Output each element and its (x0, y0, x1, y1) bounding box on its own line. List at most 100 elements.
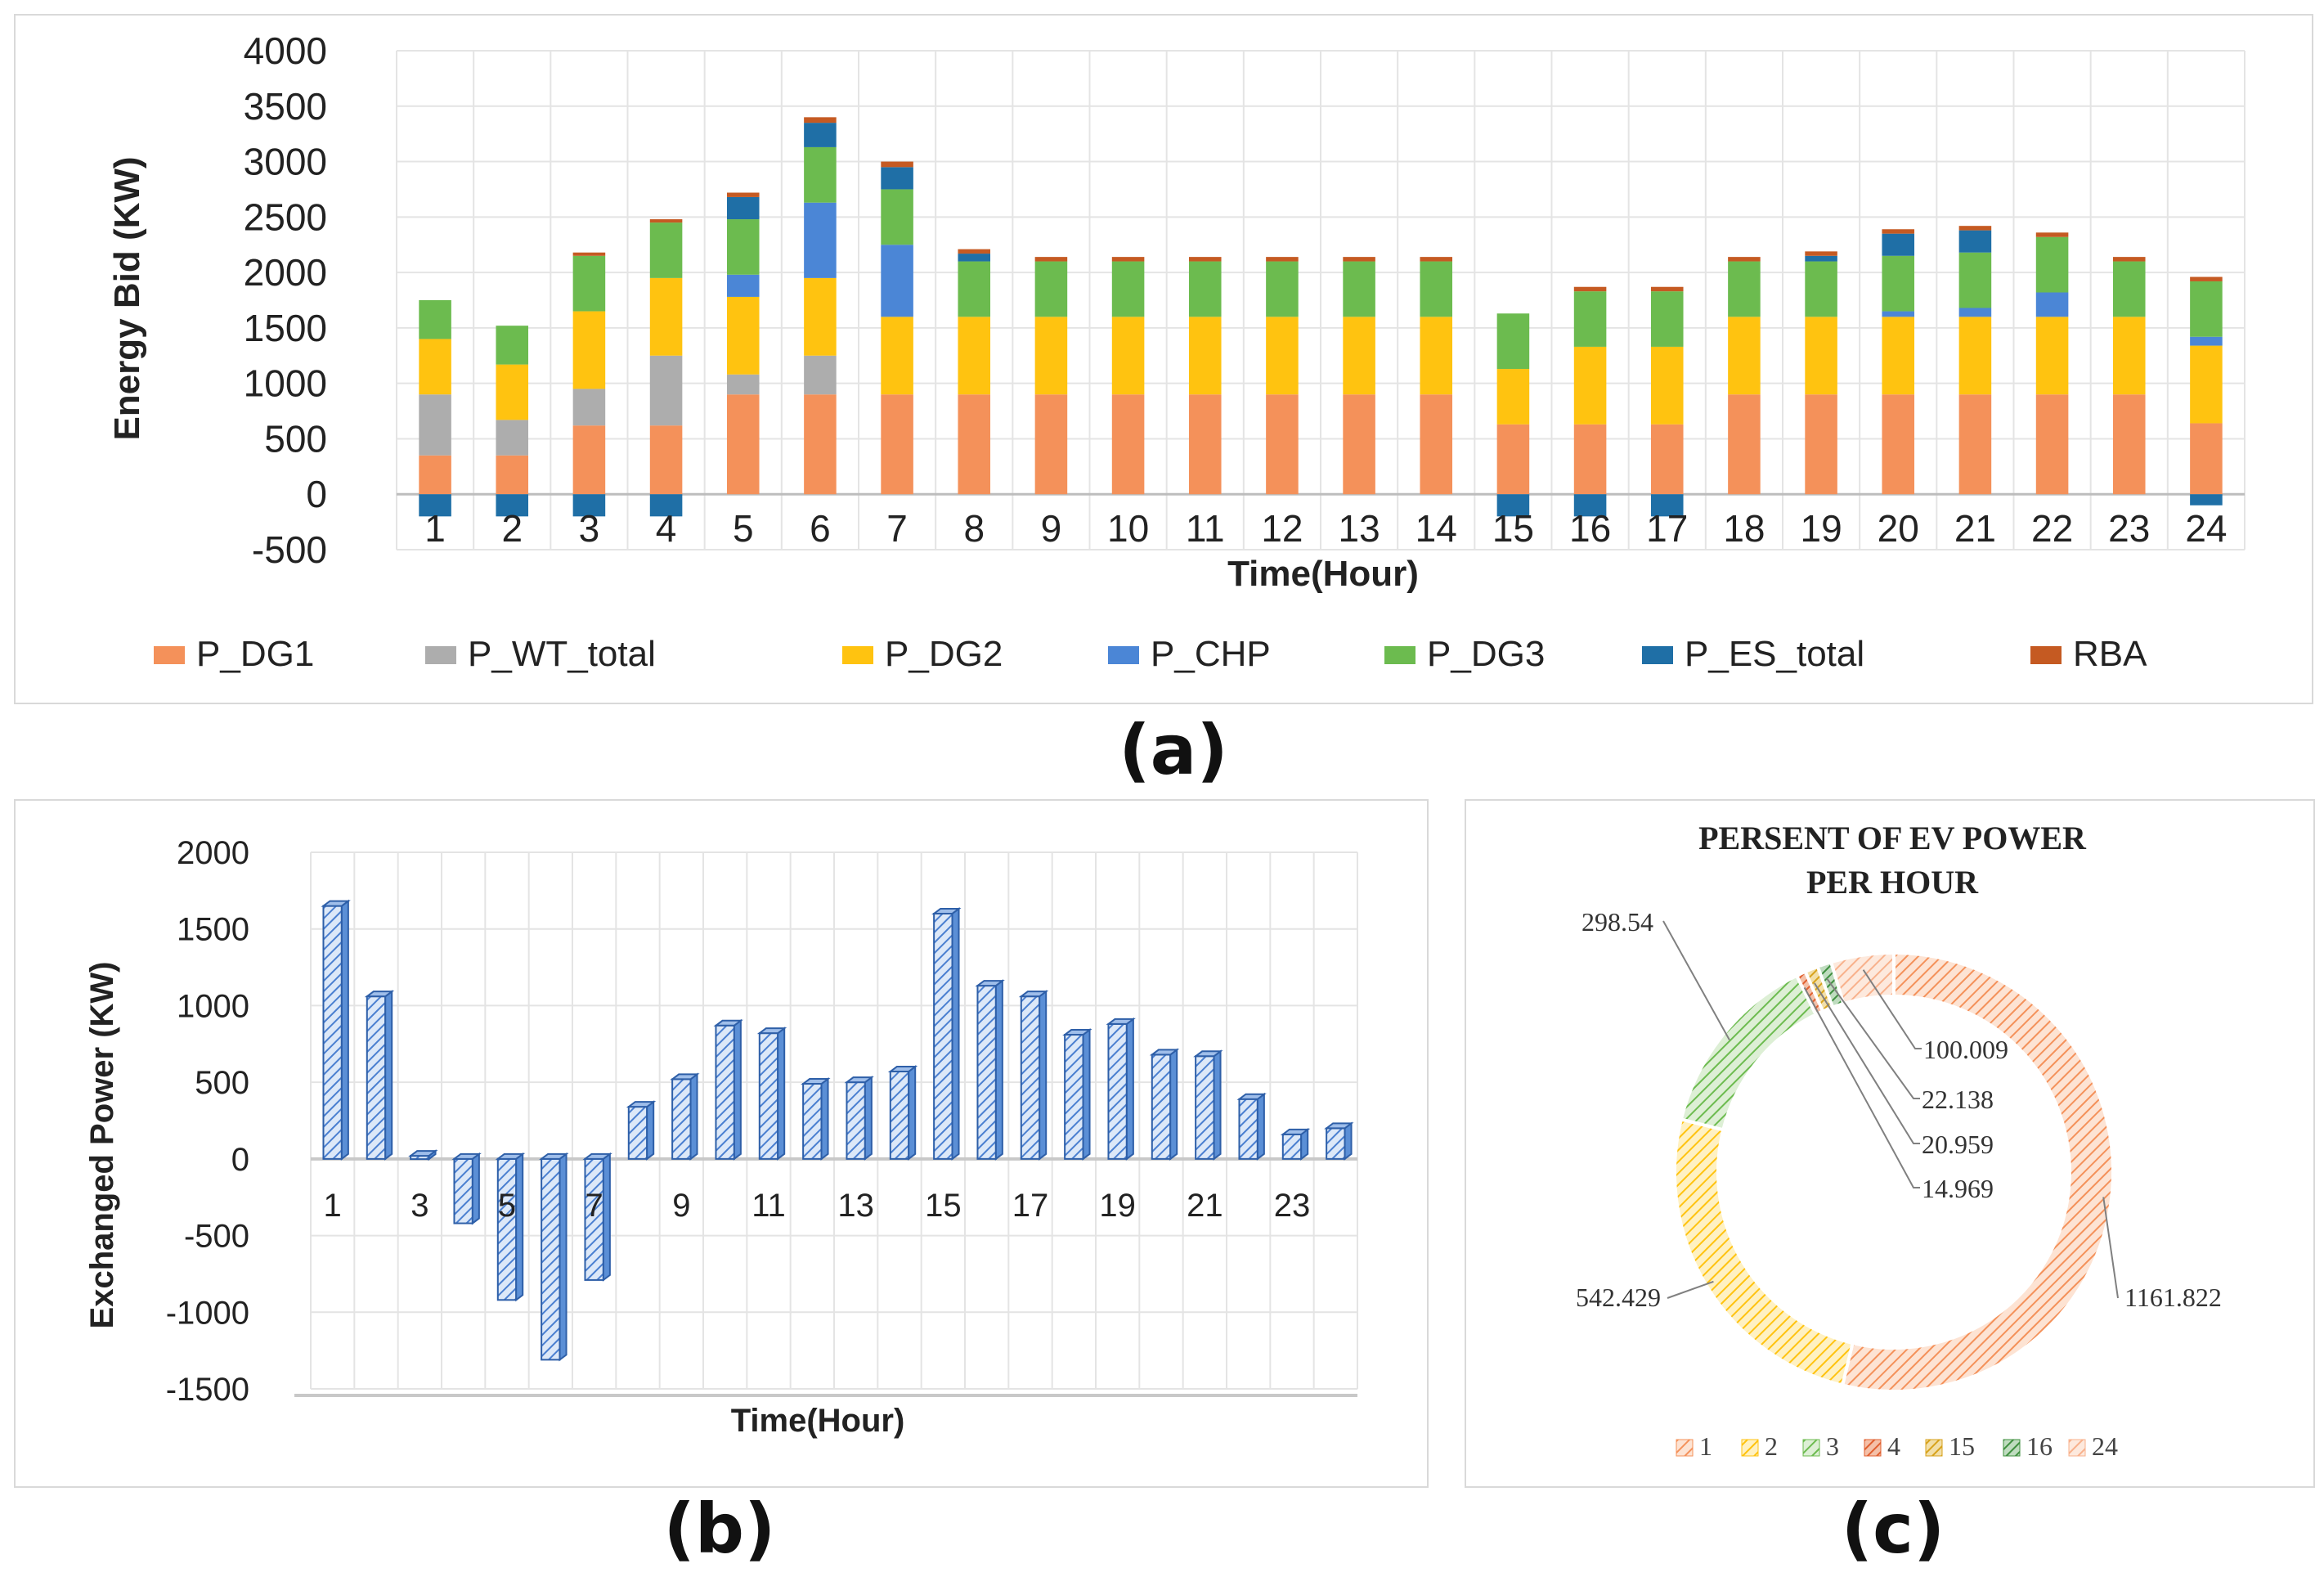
bar-side (384, 990, 393, 1161)
bar-face (889, 1071, 910, 1160)
bar-segment-p-es-total-hour-21 (1958, 230, 1992, 253)
bar-segment-p-dg1-hour-1 (419, 455, 451, 495)
chart-a-bars (419, 117, 2223, 517)
legend-swatch (2003, 1439, 2021, 1457)
exchange-bar-hour-19 (1106, 1017, 1136, 1161)
bar-segment-p-dg1-hour-4 (649, 425, 683, 495)
chart-a-x-tick-label: 5 (733, 507, 754, 550)
chart-a-y-tick-label: 1500 (244, 307, 327, 349)
bar-side (340, 899, 349, 1161)
bar-face (802, 1083, 823, 1160)
exchange-bar-hour-10 (713, 1018, 743, 1161)
bar-face (1151, 1054, 1172, 1160)
bar-face (541, 1157, 561, 1361)
exchange-bar-hour-13 (844, 1076, 874, 1161)
donut-value-label-hour-1: 1161.822 (2124, 1283, 2222, 1312)
exchange-bar-hour-16 (975, 979, 1005, 1161)
bar-segment-p-dg1-hour-21 (1958, 394, 1992, 495)
bar-segment-p-dg1-hour-3 (572, 425, 606, 495)
bar-side (1213, 1049, 1222, 1161)
bar-segment-p-dg3-hour-6 (804, 146, 837, 203)
bar-top (670, 1073, 700, 1081)
bar-segment-rba-hour-22 (2035, 232, 2069, 237)
legend-label: 24 (2092, 1431, 2118, 1461)
bar-face (1326, 1127, 1346, 1160)
bar-top (931, 907, 962, 914)
bar-top (713, 1019, 743, 1027)
bar-segment-p-dg1-hour-22 (2035, 394, 2069, 495)
chart-c-title-line1: PERSENT OF EV POWER (1698, 820, 2087, 856)
leader-line (1862, 969, 1922, 1049)
bar-segment-p-es-total-hour-17 (1650, 494, 1684, 517)
bar-segment-p-dg1-hour-2 (496, 455, 529, 495)
bar-top (1193, 1050, 1223, 1058)
legend-label: 4 (1887, 1431, 1900, 1461)
bar-segment-rba-hour-6 (804, 117, 837, 124)
ev-power-donut-chart: PERSENT OF EV POWER PER HOUR 1161.822 542… (1465, 799, 2315, 1488)
bar-segment-p-chp-hour-7 (881, 245, 913, 317)
bar-segment-p-dg2-hour-16 (1573, 346, 1607, 425)
chart-b-x-tick-label: 21 (1187, 1188, 1223, 1224)
bar-segment-p-dg1-hour-16 (1573, 424, 1607, 495)
chart-b-y-tick-label: 1000 (177, 988, 249, 1024)
chart-b-gridlines (294, 851, 1358, 1397)
exchange-bar-hour-15 (931, 906, 962, 1161)
chart-a-x-tick-label: 18 (1723, 507, 1765, 550)
bar-segment-p-dg2-hour-8 (958, 317, 991, 395)
exchange-bar-hour-12 (801, 1077, 831, 1161)
chart-b-x-tick-label: 9 (672, 1188, 690, 1224)
bar-segment-p-chp-hour-5 (726, 274, 760, 297)
bar-segment-p-dg3-hour-15 (1496, 313, 1530, 370)
chart-a-x-tick-label: 23 (2108, 507, 2150, 550)
bar-segment-p-wt-total-hour-4 (649, 355, 683, 426)
legend-label: P_ES_total (1685, 634, 1864, 674)
bar-segment-p-dg2-hour-17 (1650, 346, 1684, 425)
bar-side (777, 1027, 786, 1161)
bar-top (975, 980, 1005, 987)
chart-c-data-labels: 1161.822 542.429 298.54 14.969 20.959 22.138 1… (1576, 907, 2222, 1312)
bar-segment-p-es-total-hour-19 (1805, 255, 1837, 262)
legend-item-hour-1: 1 (1676, 1431, 1712, 1461)
chart-a-x-tick-label: 9 (1041, 507, 1062, 550)
bar-segment-rba-hour-9 (1034, 257, 1068, 262)
bar-top (1280, 1128, 1311, 1135)
bar-top (801, 1078, 831, 1085)
bar-segment-p-dg1-hour-6 (804, 394, 837, 495)
chart-c-title-line2: PER HOUR (1806, 864, 1979, 901)
bar-top (1149, 1049, 1180, 1056)
chart-b-x-tick-label: 19 (1099, 1188, 1136, 1224)
legend-swatch (1384, 646, 1415, 664)
bar-face (846, 1081, 866, 1160)
bar-segment-p-dg3-hour-9 (1034, 261, 1068, 317)
legend-item-hour-2: 2 (1741, 1431, 1778, 1461)
chart-a-x-tick-label: 2 (501, 507, 523, 550)
bar-segment-p-dg1-hour-7 (881, 394, 913, 495)
exchange-bar-hour-21 (1193, 1049, 1223, 1161)
bar-segment-p-dg1-hour-10 (1111, 394, 1145, 495)
exchange-bar-hour-6 (539, 1152, 569, 1362)
legend-swatch (842, 646, 873, 664)
bar-side (559, 1152, 568, 1362)
chart-a-x-tick-label: 7 (886, 507, 908, 550)
bar-face (1195, 1055, 1215, 1160)
chart-a-x-tick-label: 21 (1954, 507, 1996, 550)
exchange-bar-hour-17 (1018, 990, 1049, 1161)
exchange-bar-hour-23 (1280, 1127, 1311, 1161)
chart-b-y-axis-label: Exchanged Power (KW) (84, 962, 120, 1329)
chart-b-y-tick-label: -1000 (166, 1295, 249, 1331)
bar-top (1106, 1018, 1136, 1025)
donut-value-label-hour-15: 20.959 (1922, 1130, 1994, 1159)
bar-top (1236, 1093, 1267, 1100)
bar-face (933, 912, 953, 1160)
legend-label: P_DG3 (1427, 634, 1545, 674)
legend-label: 3 (1826, 1431, 1839, 1461)
bar-segment-p-dg1-hour-24 (2190, 423, 2223, 495)
legend-item-rba: RBA (2030, 634, 2147, 674)
bar-segment-p-dg2-hour-4 (649, 277, 683, 356)
legend-item-hour-3: 3 (1802, 1431, 1839, 1461)
bar-segment-rba-hour-23 (2112, 257, 2146, 262)
bar-segment-p-dg2-hour-22 (2035, 317, 2069, 395)
bar-segment-p-dg2-hour-10 (1111, 317, 1145, 395)
chart-c-legend: 1 2 3 4 15 16 24 (1676, 1431, 2118, 1461)
bar-segment-rba-hour-5 (726, 192, 760, 197)
